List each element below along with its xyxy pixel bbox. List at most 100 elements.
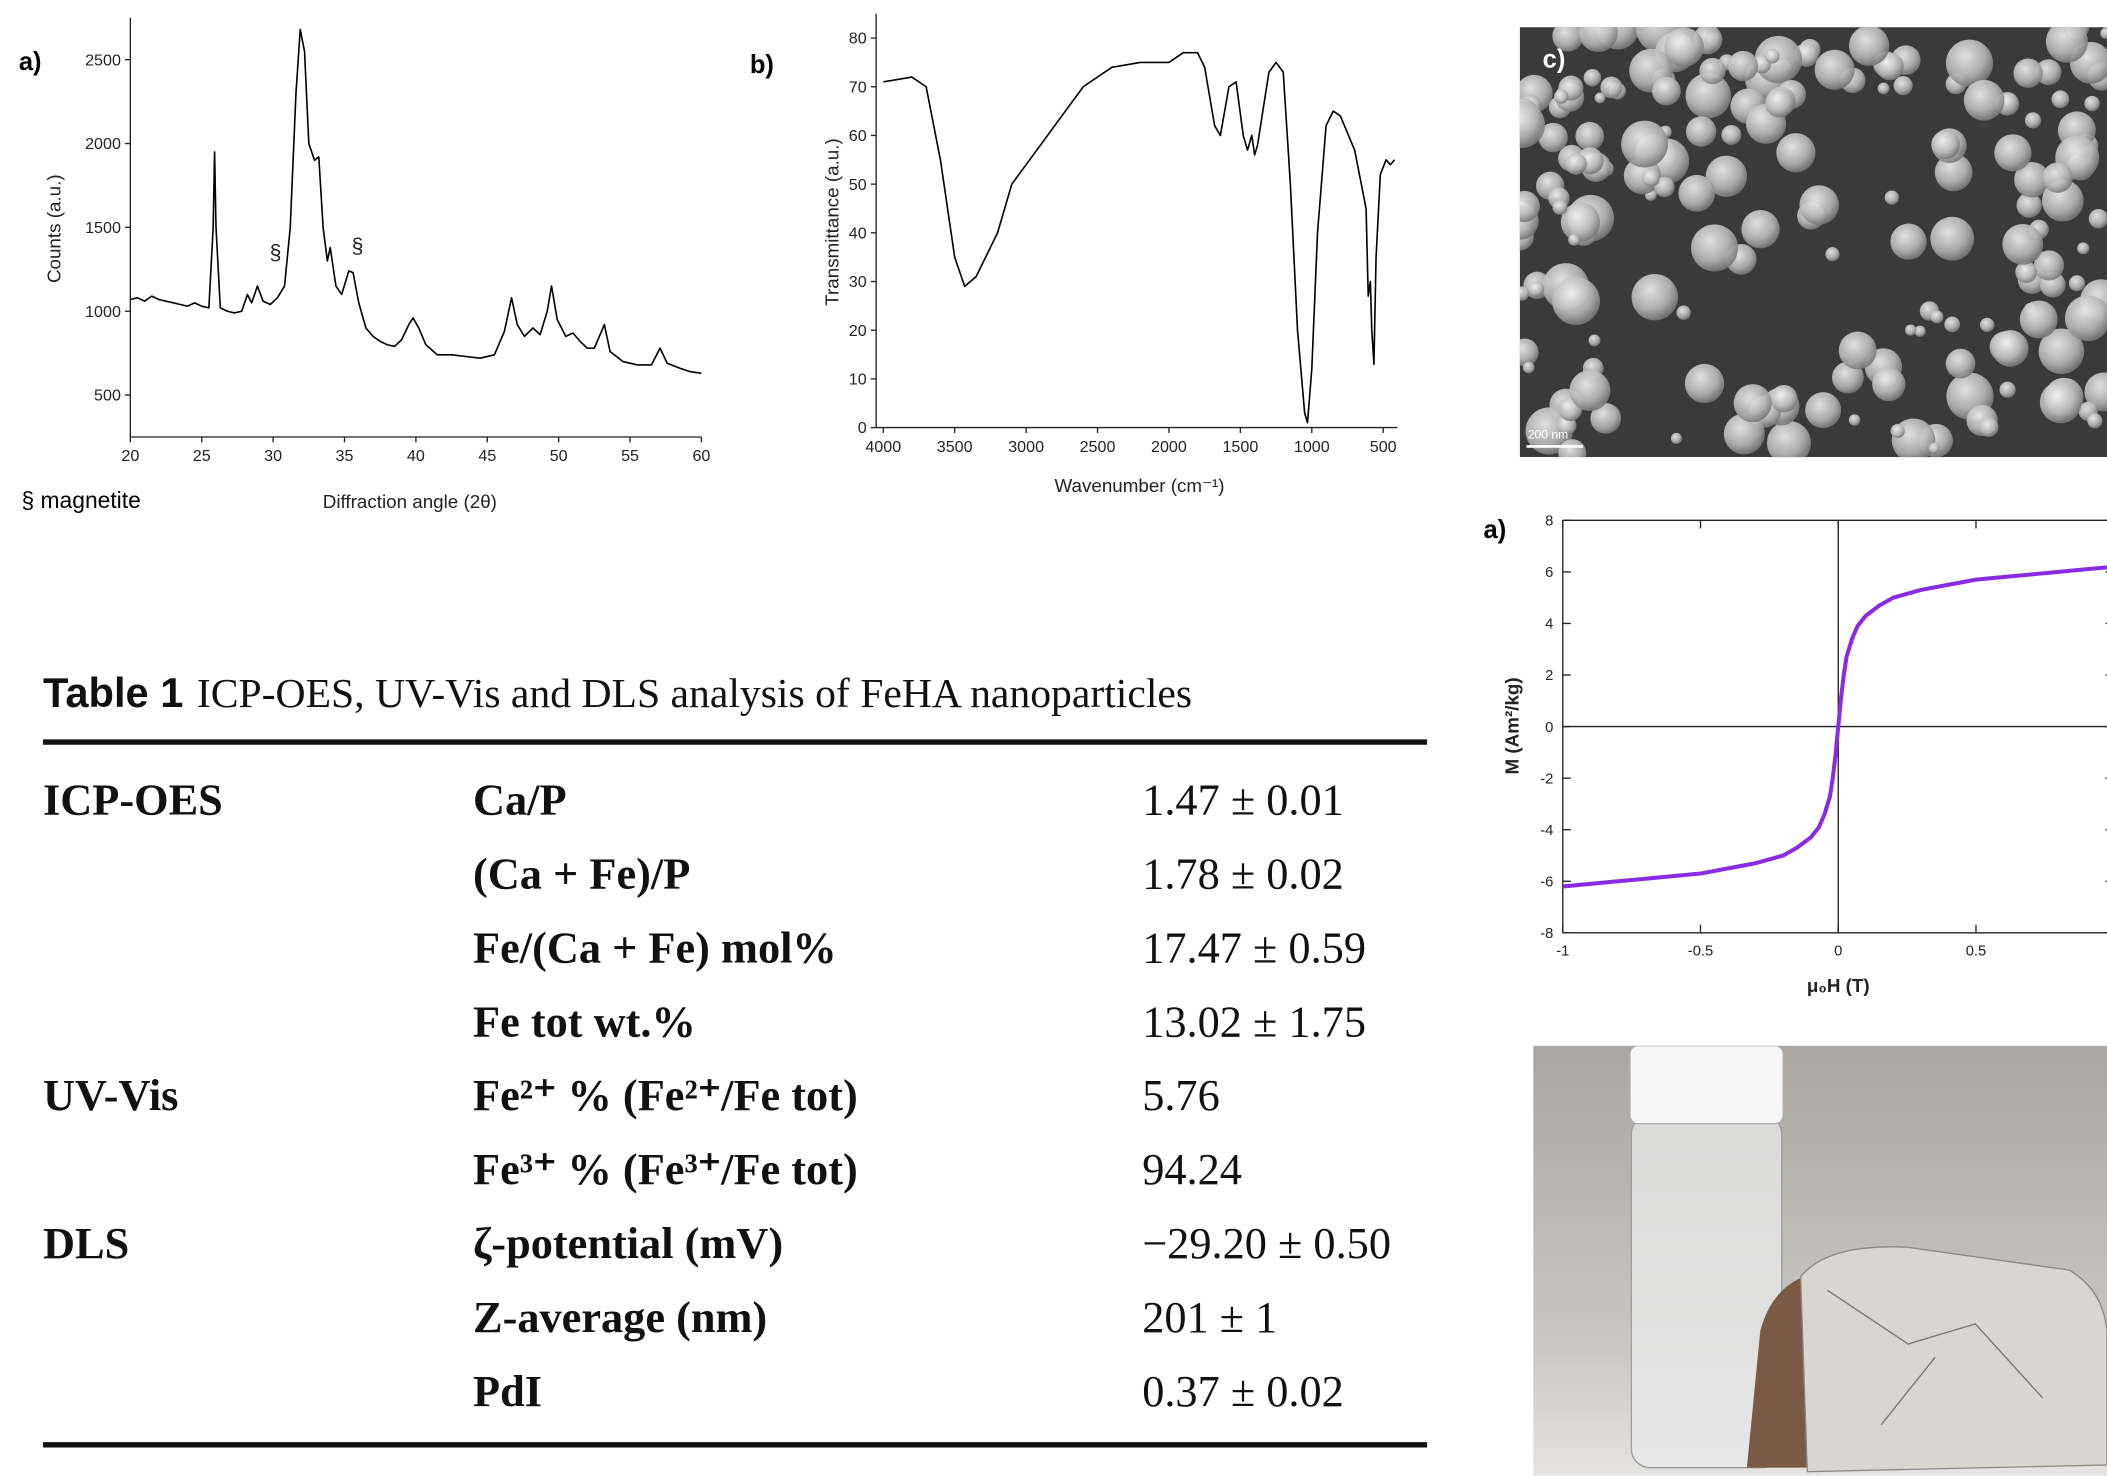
x-tick-label: 3500: [937, 438, 973, 456]
sem-grain: [1944, 316, 1961, 333]
panel-label: b): [750, 51, 774, 79]
sem-grain: [1538, 122, 1568, 153]
sem-grain: [1727, 50, 1759, 82]
x-axis-label: Diffraction angle (2θ): [323, 491, 497, 512]
sem-grain: [1641, 168, 1660, 187]
x-tick-label: 500: [1370, 438, 1397, 456]
sem-grain: [1705, 155, 1748, 197]
sem-grain: [1914, 325, 1926, 337]
sem-grain: [1691, 224, 1739, 272]
y-tick-label: 80: [849, 30, 867, 48]
table-item-value: 94.24: [1142, 1144, 1242, 1194]
sem-grain: [1519, 190, 1540, 222]
y-tick-label: 2500: [85, 51, 121, 69]
sem-grain: [1522, 361, 1535, 374]
photo: [1533, 1045, 2107, 1476]
data-line: [130, 28, 702, 375]
sem-grain: [2035, 59, 2062, 86]
sem-grain: [1670, 432, 1682, 444]
table-item-name: ζ-potential (mV): [473, 1218, 783, 1268]
annotation: §: [269, 241, 281, 265]
sem-grain: [1565, 153, 1587, 175]
y-tick-label: -8: [1540, 926, 1553, 942]
x-tick-label: 25: [193, 447, 211, 465]
y-tick-label: 30: [849, 273, 867, 291]
sem-grain: [1979, 417, 1999, 437]
x-tick-label: 2500: [1080, 438, 1116, 456]
table-item-value: 5.76: [1142, 1070, 1220, 1120]
sem-grain: [1569, 370, 1611, 412]
sem-grain: [1558, 439, 1587, 458]
sem-grain: [1733, 384, 1772, 423]
sem-grain: [2014, 161, 2050, 198]
rock: [1799, 1246, 2107, 1473]
sem-image: [1519, 27, 2107, 458]
x-tick-label: 50: [550, 447, 568, 465]
table-item-name: Fe/(Ca + Fe) mol%: [473, 922, 837, 972]
x-tick-label: 0: [1834, 944, 1842, 960]
sem-grain: [1934, 153, 1973, 192]
y-tick-label: 0: [1545, 720, 1553, 736]
sem-grain: [2084, 95, 2100, 112]
x-tick-label: 60: [692, 447, 710, 465]
sem-grain: [1528, 281, 1545, 298]
x-axis-label: Wavenumber (cm⁻¹): [1054, 475, 1224, 496]
sem-grain: [2084, 372, 2107, 412]
sem-grain: [1872, 367, 1906, 402]
sem-grain: [1831, 361, 1864, 394]
table-item-value: 1.47 ± 0.01: [1142, 775, 1344, 825]
y-tick-label: 500: [94, 387, 121, 405]
sem-grain: [1685, 116, 1717, 147]
sem-grain: [2015, 261, 2038, 283]
sem-grain: [2087, 413, 2103, 429]
sem-grain: [2019, 300, 2058, 339]
vial-cap: [1629, 1045, 1784, 1125]
table: ICP-OES Ca/P 1.47 ± 0.01 (Ca + Fe)/P 1.78 ± …: [43, 775, 1391, 1416]
sem-grain: [1945, 39, 1994, 87]
data-line: [1562, 565, 2107, 889]
sem-grain: [2077, 242, 2090, 255]
sem-grain: [1848, 414, 1861, 426]
table-group: UV-Vis: [43, 1070, 178, 1120]
x-axis-label: μ₀H (T): [1807, 975, 1870, 996]
x-tick-label: 35: [336, 447, 354, 465]
table-item-name: (Ca + Fe)/P: [473, 849, 690, 899]
sem-grain: [2042, 162, 2073, 193]
table-item-name: Fe tot wt.%: [473, 996, 696, 1046]
sem-grain: [2016, 192, 2042, 218]
data-line: [883, 51, 1396, 424]
sem-grain: [1999, 381, 2016, 398]
x-tick-label: -0.5: [1688, 944, 1713, 960]
y-tick-label: 1000: [85, 303, 121, 321]
sem-grain: [2002, 223, 2044, 265]
sem-grain: [1578, 27, 1618, 53]
y-axis-label: Counts (a.u.): [43, 174, 64, 283]
sem-grain: [1583, 68, 1602, 87]
rock-cracks: [1827, 1289, 2043, 1426]
table-item-value: 0.37 ± 0.02: [1142, 1366, 1344, 1416]
sem-grain: [1770, 384, 1798, 413]
sem-grain: [1552, 199, 1568, 215]
sem-grain: [1931, 130, 1960, 160]
y-tick-label: 20: [849, 322, 867, 340]
x-tick-label: 1000: [1294, 438, 1330, 456]
sem-grain: [1594, 92, 1606, 104]
sem-grain: [2100, 27, 2107, 40]
sem-grain: [1685, 72, 1731, 119]
x-tick-label: 1500: [1222, 438, 1258, 456]
sem-grain: [1890, 223, 1927, 260]
panel-label: a): [1484, 516, 1507, 544]
note: § magnetite: [22, 487, 141, 513]
table-item-value: 1.78 ± 0.02: [1142, 849, 1344, 899]
sem-grain: [1600, 76, 1623, 99]
table-item-name: Fe²⁺ % (Fe²⁺/Fe tot): [473, 1070, 858, 1120]
x-tick-label: 30: [264, 447, 282, 465]
y-tick-label: 4: [1545, 617, 1553, 633]
table-item-name: PdI: [473, 1366, 542, 1416]
table-caption: Table 1 ICP-OES, UV-Vis and DLS analysis …: [43, 669, 1192, 717]
sem-grain: [1890, 423, 1905, 439]
y-axis-label: M (Am²/kg): [1501, 677, 1522, 774]
sem-grain: [1699, 57, 1726, 85]
